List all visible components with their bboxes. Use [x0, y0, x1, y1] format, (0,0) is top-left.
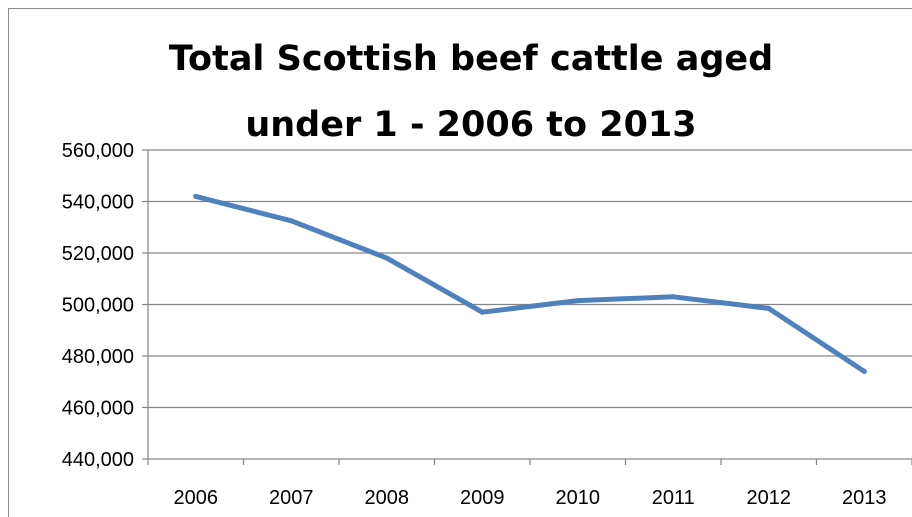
- data-point: [193, 193, 199, 199]
- data-point: [384, 255, 390, 261]
- x-tick-label: 2007: [269, 487, 314, 509]
- y-tick-label: 460,000: [62, 398, 134, 420]
- axes: [142, 149, 912, 465]
- y-tick-label: 480,000: [62, 346, 134, 368]
- series-layer: [193, 193, 867, 374]
- chart-title-line-1: Total Scottish beef cattle aged: [169, 39, 773, 79]
- gridlines: [148, 149, 912, 409]
- data-point: [670, 294, 676, 300]
- chart-frame: [8, 8, 912, 517]
- x-tick-label: 2008: [365, 487, 410, 509]
- data-point: [861, 368, 867, 374]
- data-point: [479, 309, 485, 315]
- y-tick-label: 540,000: [62, 192, 134, 214]
- x-tick-label: 2006: [174, 487, 219, 509]
- y-tick-label: 560,000: [62, 140, 134, 162]
- data-point: [766, 305, 772, 311]
- x-tick-label: 2011: [652, 487, 695, 509]
- x-tick-label: 2009: [460, 487, 505, 509]
- y-tick-label: 520,000: [62, 243, 134, 265]
- data-point: [575, 298, 581, 304]
- data-point: [288, 218, 294, 224]
- x-tick-label: 2012: [747, 487, 792, 509]
- x-tick-label: 2013: [842, 487, 887, 509]
- chart-title-line-2: under 1 - 2006 to 2013: [245, 105, 696, 145]
- y-tick-label: 440,000: [62, 449, 134, 471]
- series-line: [193, 193, 867, 374]
- x-tick-label: 2010: [556, 487, 601, 509]
- y-tick-label: 500,000: [62, 295, 134, 317]
- tick-labels: 440,000 460,000 480,000 500,000 520,000 540,0…: [62, 140, 887, 509]
